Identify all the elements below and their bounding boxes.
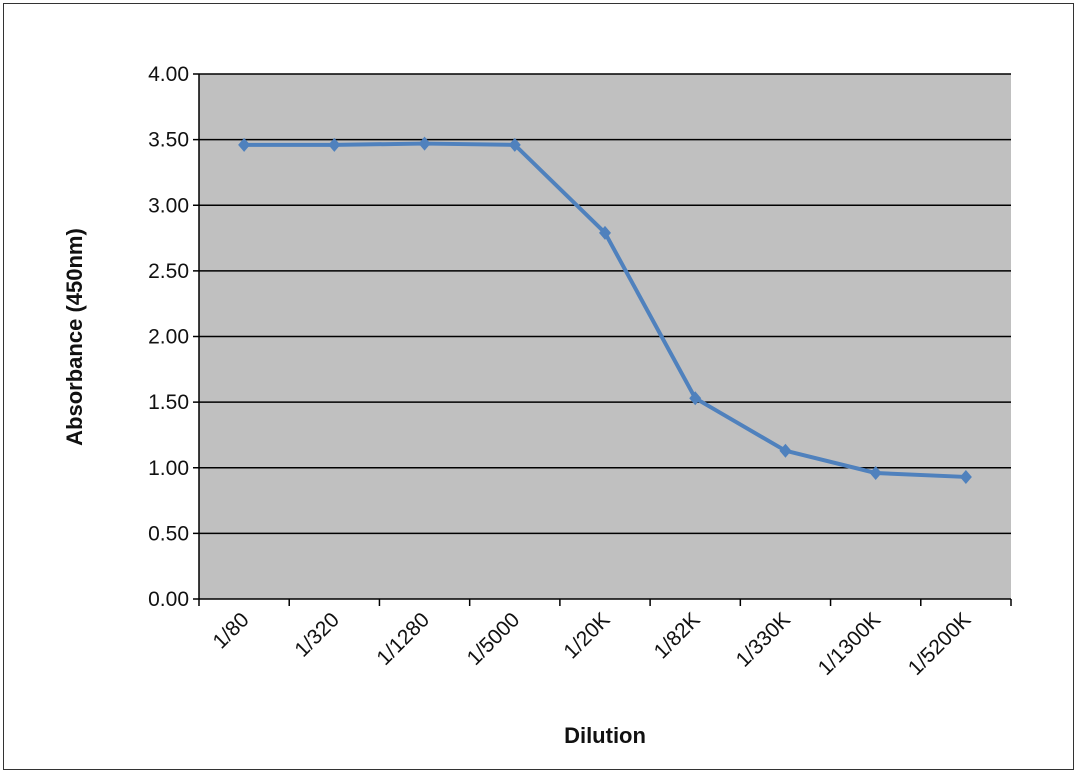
y-axis-title: Absorbance (450nm) xyxy=(62,228,87,446)
y-tick-label: 0.50 xyxy=(148,522,189,545)
data-point-marker xyxy=(418,136,431,151)
series xyxy=(238,136,972,484)
data-point-marker xyxy=(328,137,341,152)
data-point-marker xyxy=(869,466,882,480)
x-tick-label: 1/330K xyxy=(732,608,795,671)
x-tick-label: 1/320 xyxy=(290,608,343,661)
axes xyxy=(193,73,1012,606)
y-tick-label: 2.50 xyxy=(148,260,189,283)
data-point-marker xyxy=(508,137,521,152)
y-tick-labels: 0.00 0.50 1.00 1.50 2.00 2.50 3.00 3.50 4.00 xyxy=(148,63,189,611)
x-tick-labels: 1/80 1/320 1/1280 1/5000 1/20K 1/82K 1/330K 1/1… xyxy=(208,608,975,680)
y-tick-label: 3.50 xyxy=(148,129,189,152)
x-tick-label: 1/20K xyxy=(559,608,614,663)
y-tick-label: 4.00 xyxy=(148,63,189,86)
x-tick-label: 1/82K xyxy=(650,608,705,663)
y-tick-label: 2.00 xyxy=(148,326,189,349)
data-point-marker xyxy=(689,391,702,406)
data-point-marker xyxy=(238,137,251,152)
data-point-marker xyxy=(599,225,611,240)
chart-frame xyxy=(3,3,1074,770)
x-tick-label: 1/1280 xyxy=(372,608,434,670)
x-tick-label: 1/5200K xyxy=(904,608,976,680)
y-tick-label: 1.50 xyxy=(148,391,189,414)
y-tick-label: 3.00 xyxy=(148,194,189,217)
data-point-marker xyxy=(779,443,792,458)
data-point-marker xyxy=(959,469,972,484)
x-axis-title: Dilution xyxy=(564,723,646,748)
x-tick-label: 1/5000 xyxy=(463,608,525,670)
y-tick-label: 1.00 xyxy=(148,457,189,480)
x-tick-label: 1/1300K xyxy=(814,608,886,680)
x-tick-label: 1/80 xyxy=(208,608,253,653)
y-tick-label: 0.00 xyxy=(148,588,189,611)
